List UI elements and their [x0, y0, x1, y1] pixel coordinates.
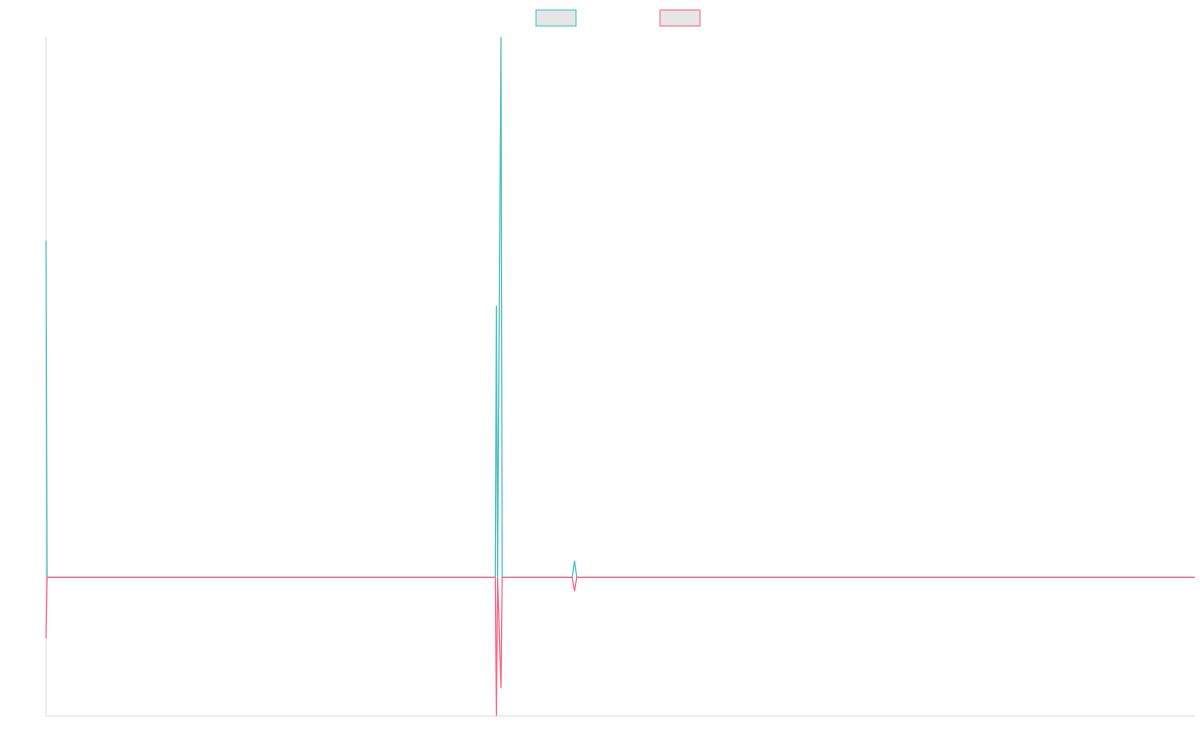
legend-swatch-1[interactable]: [535, 9, 577, 27]
series-line-1: [45, 36, 1195, 578]
series-group: [45, 36, 1195, 717]
legend[interactable]: [535, 9, 701, 27]
axes: [45, 37, 1195, 717]
series-line-2: [45, 576, 1195, 717]
legend-swatch-2[interactable]: [659, 9, 701, 27]
